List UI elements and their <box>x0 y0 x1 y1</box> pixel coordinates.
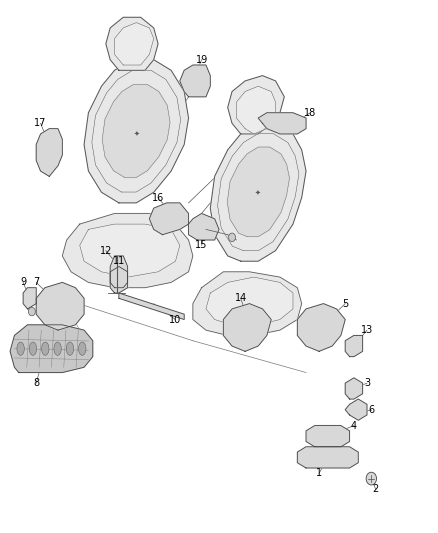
Ellipse shape <box>17 342 25 356</box>
Text: ✦: ✦ <box>255 189 261 195</box>
Polygon shape <box>23 288 36 309</box>
Polygon shape <box>180 65 210 97</box>
Text: 2: 2 <box>373 484 379 494</box>
Polygon shape <box>206 277 293 325</box>
Text: ✦: ✦ <box>133 131 139 137</box>
Text: 18: 18 <box>304 108 317 118</box>
Polygon shape <box>227 147 290 237</box>
Text: 10: 10 <box>170 314 182 325</box>
Polygon shape <box>345 399 367 420</box>
Ellipse shape <box>42 342 49 356</box>
Text: 3: 3 <box>364 378 370 388</box>
Polygon shape <box>306 425 350 447</box>
Polygon shape <box>223 304 271 351</box>
Polygon shape <box>110 266 127 293</box>
Polygon shape <box>10 325 93 373</box>
Polygon shape <box>102 85 170 177</box>
Text: 19: 19 <box>195 55 208 64</box>
Polygon shape <box>345 335 363 357</box>
Text: 7: 7 <box>33 277 39 287</box>
Text: 17: 17 <box>34 118 47 128</box>
Polygon shape <box>297 447 358 468</box>
Text: 13: 13 <box>361 325 373 335</box>
Polygon shape <box>149 203 188 235</box>
Polygon shape <box>218 133 299 251</box>
Polygon shape <box>92 70 180 192</box>
Text: 16: 16 <box>152 192 164 203</box>
Text: 14: 14 <box>235 293 247 303</box>
Text: 15: 15 <box>195 240 208 251</box>
Polygon shape <box>228 76 284 134</box>
Polygon shape <box>36 128 62 176</box>
Circle shape <box>28 308 35 316</box>
Text: 11: 11 <box>113 256 125 266</box>
Polygon shape <box>345 378 363 399</box>
Polygon shape <box>237 86 276 134</box>
Ellipse shape <box>54 342 61 356</box>
Text: 8: 8 <box>33 378 39 388</box>
Polygon shape <box>119 293 184 319</box>
Polygon shape <box>193 272 302 335</box>
Polygon shape <box>84 60 188 203</box>
Text: 1: 1 <box>316 469 322 478</box>
Text: 6: 6 <box>368 405 374 415</box>
Polygon shape <box>258 113 306 134</box>
Ellipse shape <box>78 342 86 356</box>
Polygon shape <box>115 22 154 65</box>
Polygon shape <box>80 224 180 277</box>
Text: 9: 9 <box>20 277 26 287</box>
Text: 12: 12 <box>100 246 112 256</box>
Text: 5: 5 <box>342 298 348 309</box>
Polygon shape <box>106 17 158 70</box>
Ellipse shape <box>66 342 74 356</box>
Polygon shape <box>210 123 306 261</box>
Ellipse shape <box>29 342 37 356</box>
Polygon shape <box>110 256 127 288</box>
Circle shape <box>366 472 377 485</box>
Polygon shape <box>297 304 345 351</box>
Text: 4: 4 <box>351 421 357 431</box>
Polygon shape <box>62 214 193 288</box>
Polygon shape <box>36 282 84 330</box>
Polygon shape <box>188 214 219 240</box>
Circle shape <box>229 233 236 241</box>
